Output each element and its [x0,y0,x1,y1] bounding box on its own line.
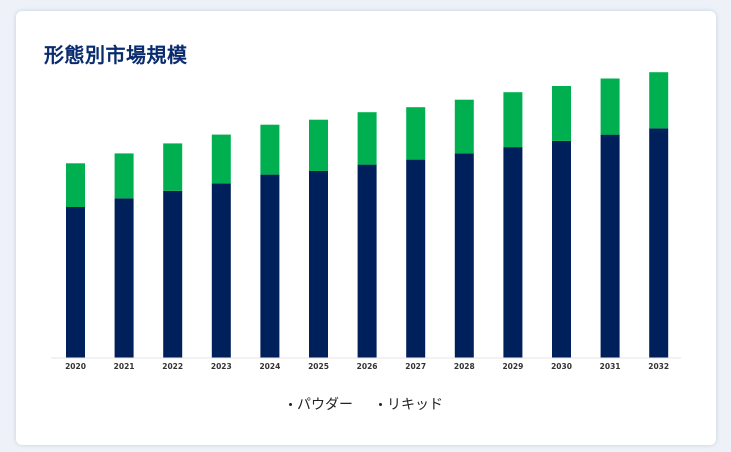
bar-2021-series-0[interactable] [114,198,134,358]
x-tick-label-2032: 2032 [648,362,669,371]
x-tick-label-2022: 2022 [162,362,183,371]
x-tick-label-2030: 2030 [551,362,572,371]
bar-2026-series-1[interactable] [357,112,377,165]
bar-2024-series-0[interactable] [260,174,280,358]
bar-2025-series-1[interactable] [309,119,328,171]
bar-2024-series-1[interactable] [260,124,280,175]
x-tick-label-2027: 2027 [405,362,426,371]
legend-bullet [379,402,382,406]
bar-2025-series-0[interactable] [309,170,328,358]
bar-2031-series-0[interactable] [600,134,620,358]
legend-item-powder[interactable]: パウダー [289,394,353,414]
bar-2027-series-1[interactable] [406,107,426,160]
bar-2026-series-0[interactable] [357,164,377,358]
bar-2030-series-1[interactable] [552,86,571,141]
legend-bullet [289,402,292,406]
x-tick-label-2026: 2026 [357,362,378,371]
x-tick-label-2025: 2025 [308,362,329,371]
bar-2030-series-0[interactable] [552,140,571,358]
legend-label-powder: パウダー [297,397,353,413]
bar-2032-series-0[interactable] [649,128,669,358]
chart-card: 形態別市場規模 2020 2021 2022 2023 2024 2025 2026 2027… [16,11,716,445]
bar-2022-series-1[interactable] [163,143,183,191]
x-tick-label-2021: 2021 [114,362,135,371]
bar-group [66,72,669,358]
bar-2029-series-1[interactable] [503,92,523,148]
chart-title: 形態別市場規模 [44,43,188,67]
bar-2027-series-0[interactable] [406,159,426,358]
bar-2023-series-1[interactable] [211,134,231,184]
x-tick-label-2024: 2024 [259,362,280,371]
bar-2031-series-1[interactable] [600,78,620,135]
bar-2029-series-0[interactable] [503,147,523,358]
bar-2020-series-1[interactable] [66,163,85,207]
x-tick-label-2031: 2031 [600,362,621,371]
bar-2020-series-0[interactable] [66,207,85,358]
x-tick-label-2028: 2028 [454,362,475,371]
bar-chart: 2020 2021 2022 2023 2024 2025 2026 2027 2028 2029… [51,72,681,371]
bar-2032-series-1[interactable] [649,72,669,129]
legend-item-liquid[interactable]: リキッド [379,394,443,414]
x-tick-label-2029: 2029 [502,362,523,371]
bar-2023-series-0[interactable] [211,183,231,358]
x-tick-label-2023: 2023 [211,362,232,371]
bar-2028-series-0[interactable] [454,153,474,358]
x-tick-labels: 2020 2021 2022 2023 2024 2025 2026 2027 2028 2029… [65,362,669,371]
bar-2028-series-1[interactable] [454,99,474,154]
legend-label-liquid: リキッド [387,397,443,413]
bar-2021-series-1[interactable] [114,153,134,199]
bar-2022-series-0[interactable] [163,190,183,358]
x-tick-label-2020: 2020 [65,362,86,371]
legend: パウダー リキッド [16,394,716,414]
